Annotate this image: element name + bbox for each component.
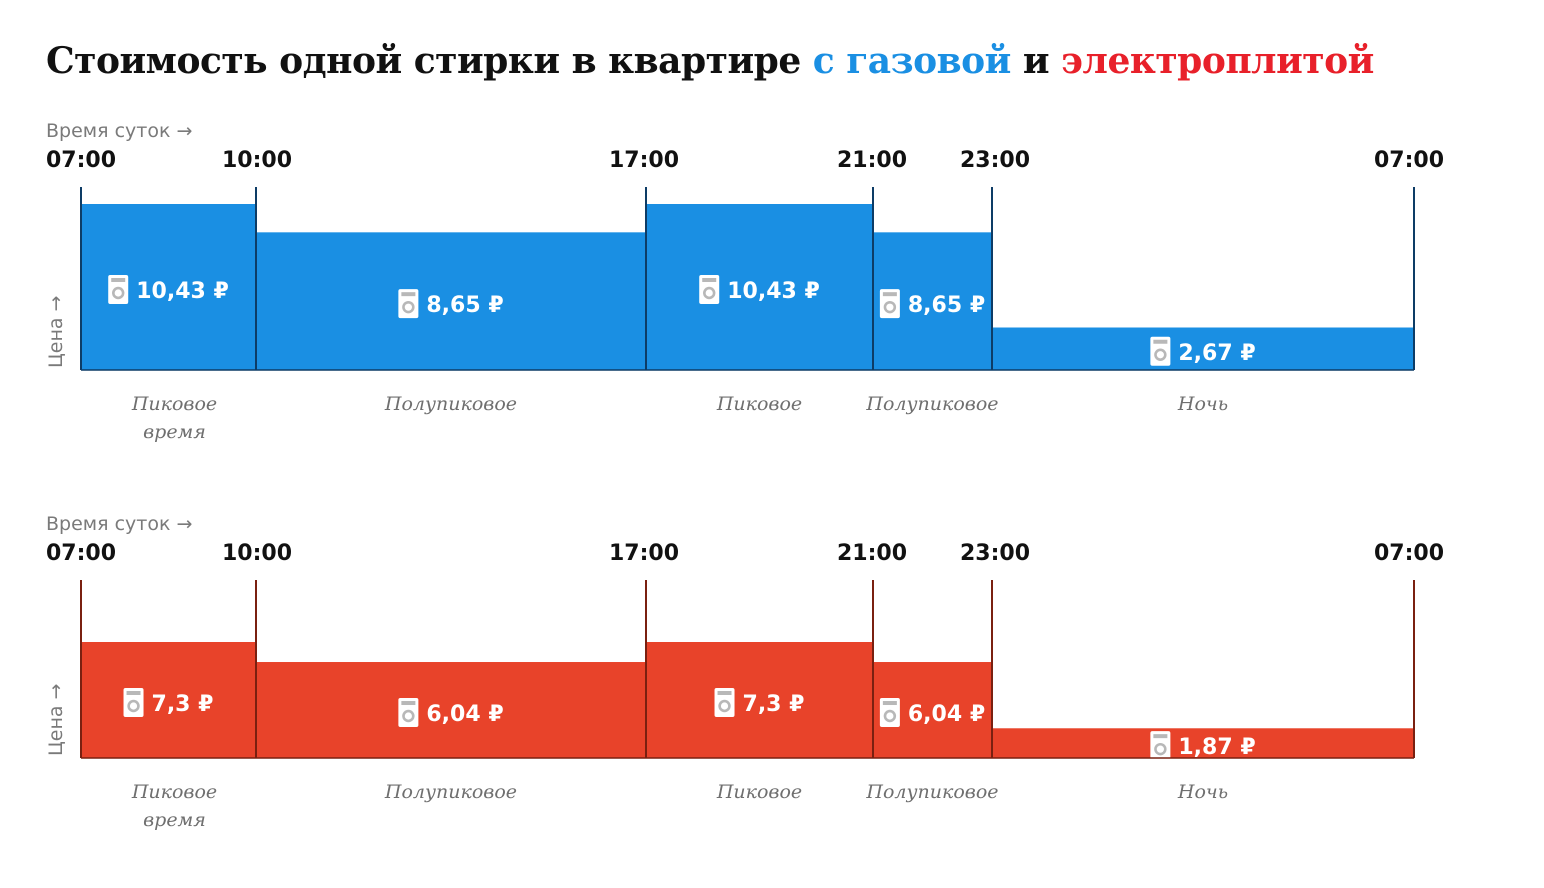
tick-label: 10:00 <box>222 148 292 173</box>
tariff-label: Ночь <box>1177 393 1228 415</box>
washing-machine-icon <box>714 688 735 717</box>
x-axis-label: Время суток → <box>46 513 192 535</box>
washing-machine-icon <box>108 275 129 304</box>
price-bar <box>646 642 873 758</box>
tick-label: 10:00 <box>222 541 292 566</box>
washing-machine-icon <box>123 688 144 717</box>
tariff-label: время <box>143 809 206 831</box>
price-bar <box>992 327 1414 370</box>
price-label-group: 10,43 ₽ <box>699 275 820 304</box>
gas-stove-chart: Время суток → Цена → 07:00 10:00 17:00 21:00 2… <box>45 120 1444 443</box>
y-axis-label: Цена → <box>45 684 67 756</box>
washing-machine-icon <box>398 289 419 319</box>
tariff-label: Полупиковое <box>384 781 517 803</box>
price-label: 1,87 ₽ <box>1178 735 1255 760</box>
price-label: 6,04 ₽ <box>908 702 985 727</box>
tariff-label: Ночь <box>1177 781 1228 803</box>
washing-machine-icon <box>879 289 900 319</box>
price-label: 10,43 ₽ <box>136 279 229 304</box>
price-label: 7,3 ₽ <box>152 692 214 717</box>
price-label-group: 7,3 ₽ <box>123 688 214 717</box>
tariff-label: Полупиковое <box>865 781 998 803</box>
price-bar <box>256 232 646 370</box>
tariff-label: Полупиковое <box>865 393 998 415</box>
washing-machine-icon <box>1150 336 1171 366</box>
price-label-group: 6,04 ₽ <box>398 698 504 728</box>
title-prefix: Стоимость одной стирки в квартире <box>46 40 801 82</box>
price-label-group: 7,3 ₽ <box>714 688 805 717</box>
tick-label: 07:00 <box>1374 541 1444 566</box>
tick-label: 17:00 <box>609 541 679 566</box>
price-bar <box>992 728 1414 758</box>
washing-machine-icon <box>699 275 720 304</box>
washing-machine-icon <box>879 698 900 728</box>
price-bar <box>256 662 646 758</box>
price-label-group: 8,65 ₽ <box>879 289 985 319</box>
price-label-group: 10,43 ₽ <box>108 275 229 304</box>
tick-label: 07:00 <box>46 148 116 173</box>
x-axis-label: Время суток → <box>46 120 192 142</box>
title-gas: с газовой <box>812 40 1012 82</box>
price-label-group: 6,04 ₽ <box>879 698 985 728</box>
title-electric: электроплитой <box>1061 40 1374 82</box>
y-axis-label: Цена → <box>45 296 67 368</box>
price-label: 2,67 ₽ <box>1178 341 1255 366</box>
price-label-group: 1,87 ₽ <box>1150 731 1256 761</box>
price-label-group: 8,65 ₽ <box>398 289 504 319</box>
tick-label: 07:00 <box>1374 148 1444 173</box>
tariff-label: время <box>143 421 206 443</box>
tariff-label: Пиковое <box>716 393 802 415</box>
tariff-label: Пиковое <box>131 393 217 415</box>
tick-label: 23:00 <box>960 148 1030 173</box>
price-label: 10,43 ₽ <box>727 279 820 304</box>
tariff-label: Полупиковое <box>384 393 517 415</box>
price-label: 8,65 ₽ <box>908 293 985 318</box>
washing-machine-icon <box>1150 731 1171 761</box>
washing-machine-icon <box>398 698 419 728</box>
electric-stove-chart: Время суток → Цена → 07:00 10:00 17:00 21:00 2… <box>45 513 1444 831</box>
tariff-label: Пиковое <box>131 781 217 803</box>
tick-label: 07:00 <box>46 541 116 566</box>
price-label: 7,3 ₽ <box>743 692 805 717</box>
price-bar <box>646 204 873 370</box>
tick-label: 23:00 <box>960 541 1030 566</box>
tick-label: 17:00 <box>609 148 679 173</box>
tariff-label: Пиковое <box>716 781 802 803</box>
title-middle: и <box>1022 40 1050 82</box>
chart-title: Стоимость одной стирки в квартире с газо… <box>46 40 1374 82</box>
price-label-group: 2,67 ₽ <box>1150 336 1256 366</box>
price-label: 8,65 ₽ <box>426 293 503 318</box>
price-bar <box>81 642 256 758</box>
tick-label: 21:00 <box>837 541 907 566</box>
price-label: 6,04 ₽ <box>426 702 503 727</box>
tick-label: 21:00 <box>837 148 907 173</box>
